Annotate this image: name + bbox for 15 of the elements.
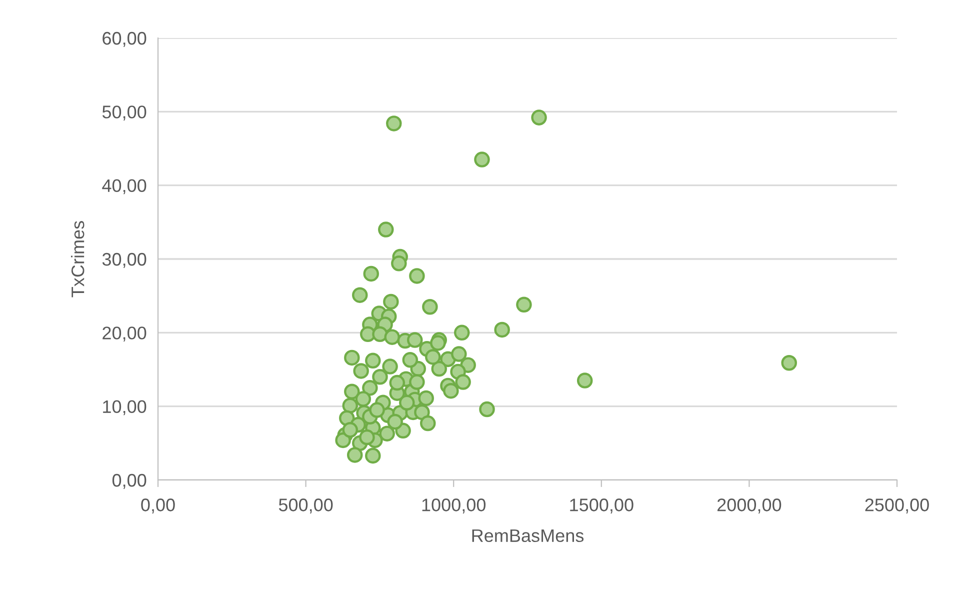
y-tick-label: 40,00 [102,179,146,194]
y-tick-label: 10,00 [103,400,146,416]
y-tick-label: 60,00 [102,32,146,47]
x-tick-label: 1500,00 [570,498,634,514]
y-tick-label: 50,00 [102,106,146,121]
y-tick-label: 30,00 [102,252,146,268]
y-tick-label: 0,00 [112,474,146,489]
y-axis-title: TxCrimes [70,221,84,298]
y-tick-label: 20,00 [102,326,146,342]
x-tick-label: 2500,00 [865,498,929,514]
x-tick-label: 2000,00 [717,498,782,514]
x-tick-label: 1000,00 [422,498,486,514]
x-tick-label: 0,00 [141,498,175,514]
x-tick-label: 500,00 [278,498,333,514]
x-axis-title: RemBasMens [472,529,584,542]
